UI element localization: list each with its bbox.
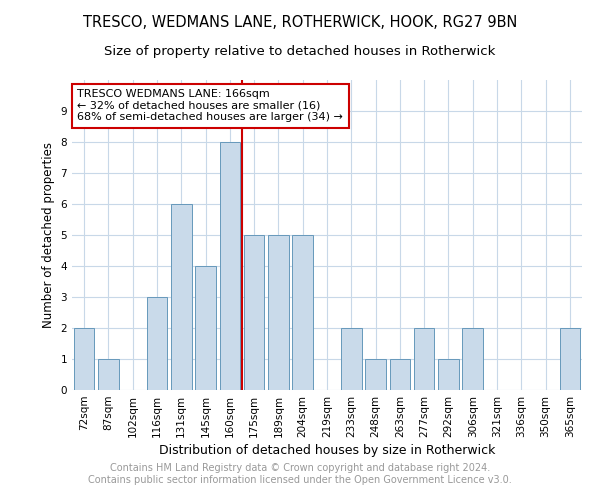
Bar	[560, 328, 580, 390]
Bar	[244, 235, 265, 390]
X-axis label: Distribution of detached houses by size in Rotherwick: Distribution of detached houses by size …	[159, 444, 495, 457]
Bar	[365, 359, 386, 390]
Text: Size of property relative to detached houses in Rotherwick: Size of property relative to detached ho…	[104, 45, 496, 58]
Bar	[171, 204, 191, 390]
Bar	[389, 359, 410, 390]
Bar	[292, 235, 313, 390]
Text: Contains HM Land Registry data © Crown copyright and database right 2024.
Contai: Contains HM Land Registry data © Crown c…	[88, 464, 512, 485]
Bar	[98, 359, 119, 390]
Bar	[74, 328, 94, 390]
Bar	[220, 142, 240, 390]
Text: TRESCO WEDMANS LANE: 166sqm
← 32% of detached houses are smaller (16)
68% of sem: TRESCO WEDMANS LANE: 166sqm ← 32% of det…	[77, 90, 343, 122]
Text: TRESCO, WEDMANS LANE, ROTHERWICK, HOOK, RG27 9BN: TRESCO, WEDMANS LANE, ROTHERWICK, HOOK, …	[83, 15, 517, 30]
Bar	[438, 359, 459, 390]
Bar	[195, 266, 216, 390]
Y-axis label: Number of detached properties: Number of detached properties	[42, 142, 55, 328]
Bar	[268, 235, 289, 390]
Bar	[414, 328, 434, 390]
Bar	[463, 328, 483, 390]
Bar	[146, 297, 167, 390]
Bar	[341, 328, 362, 390]
